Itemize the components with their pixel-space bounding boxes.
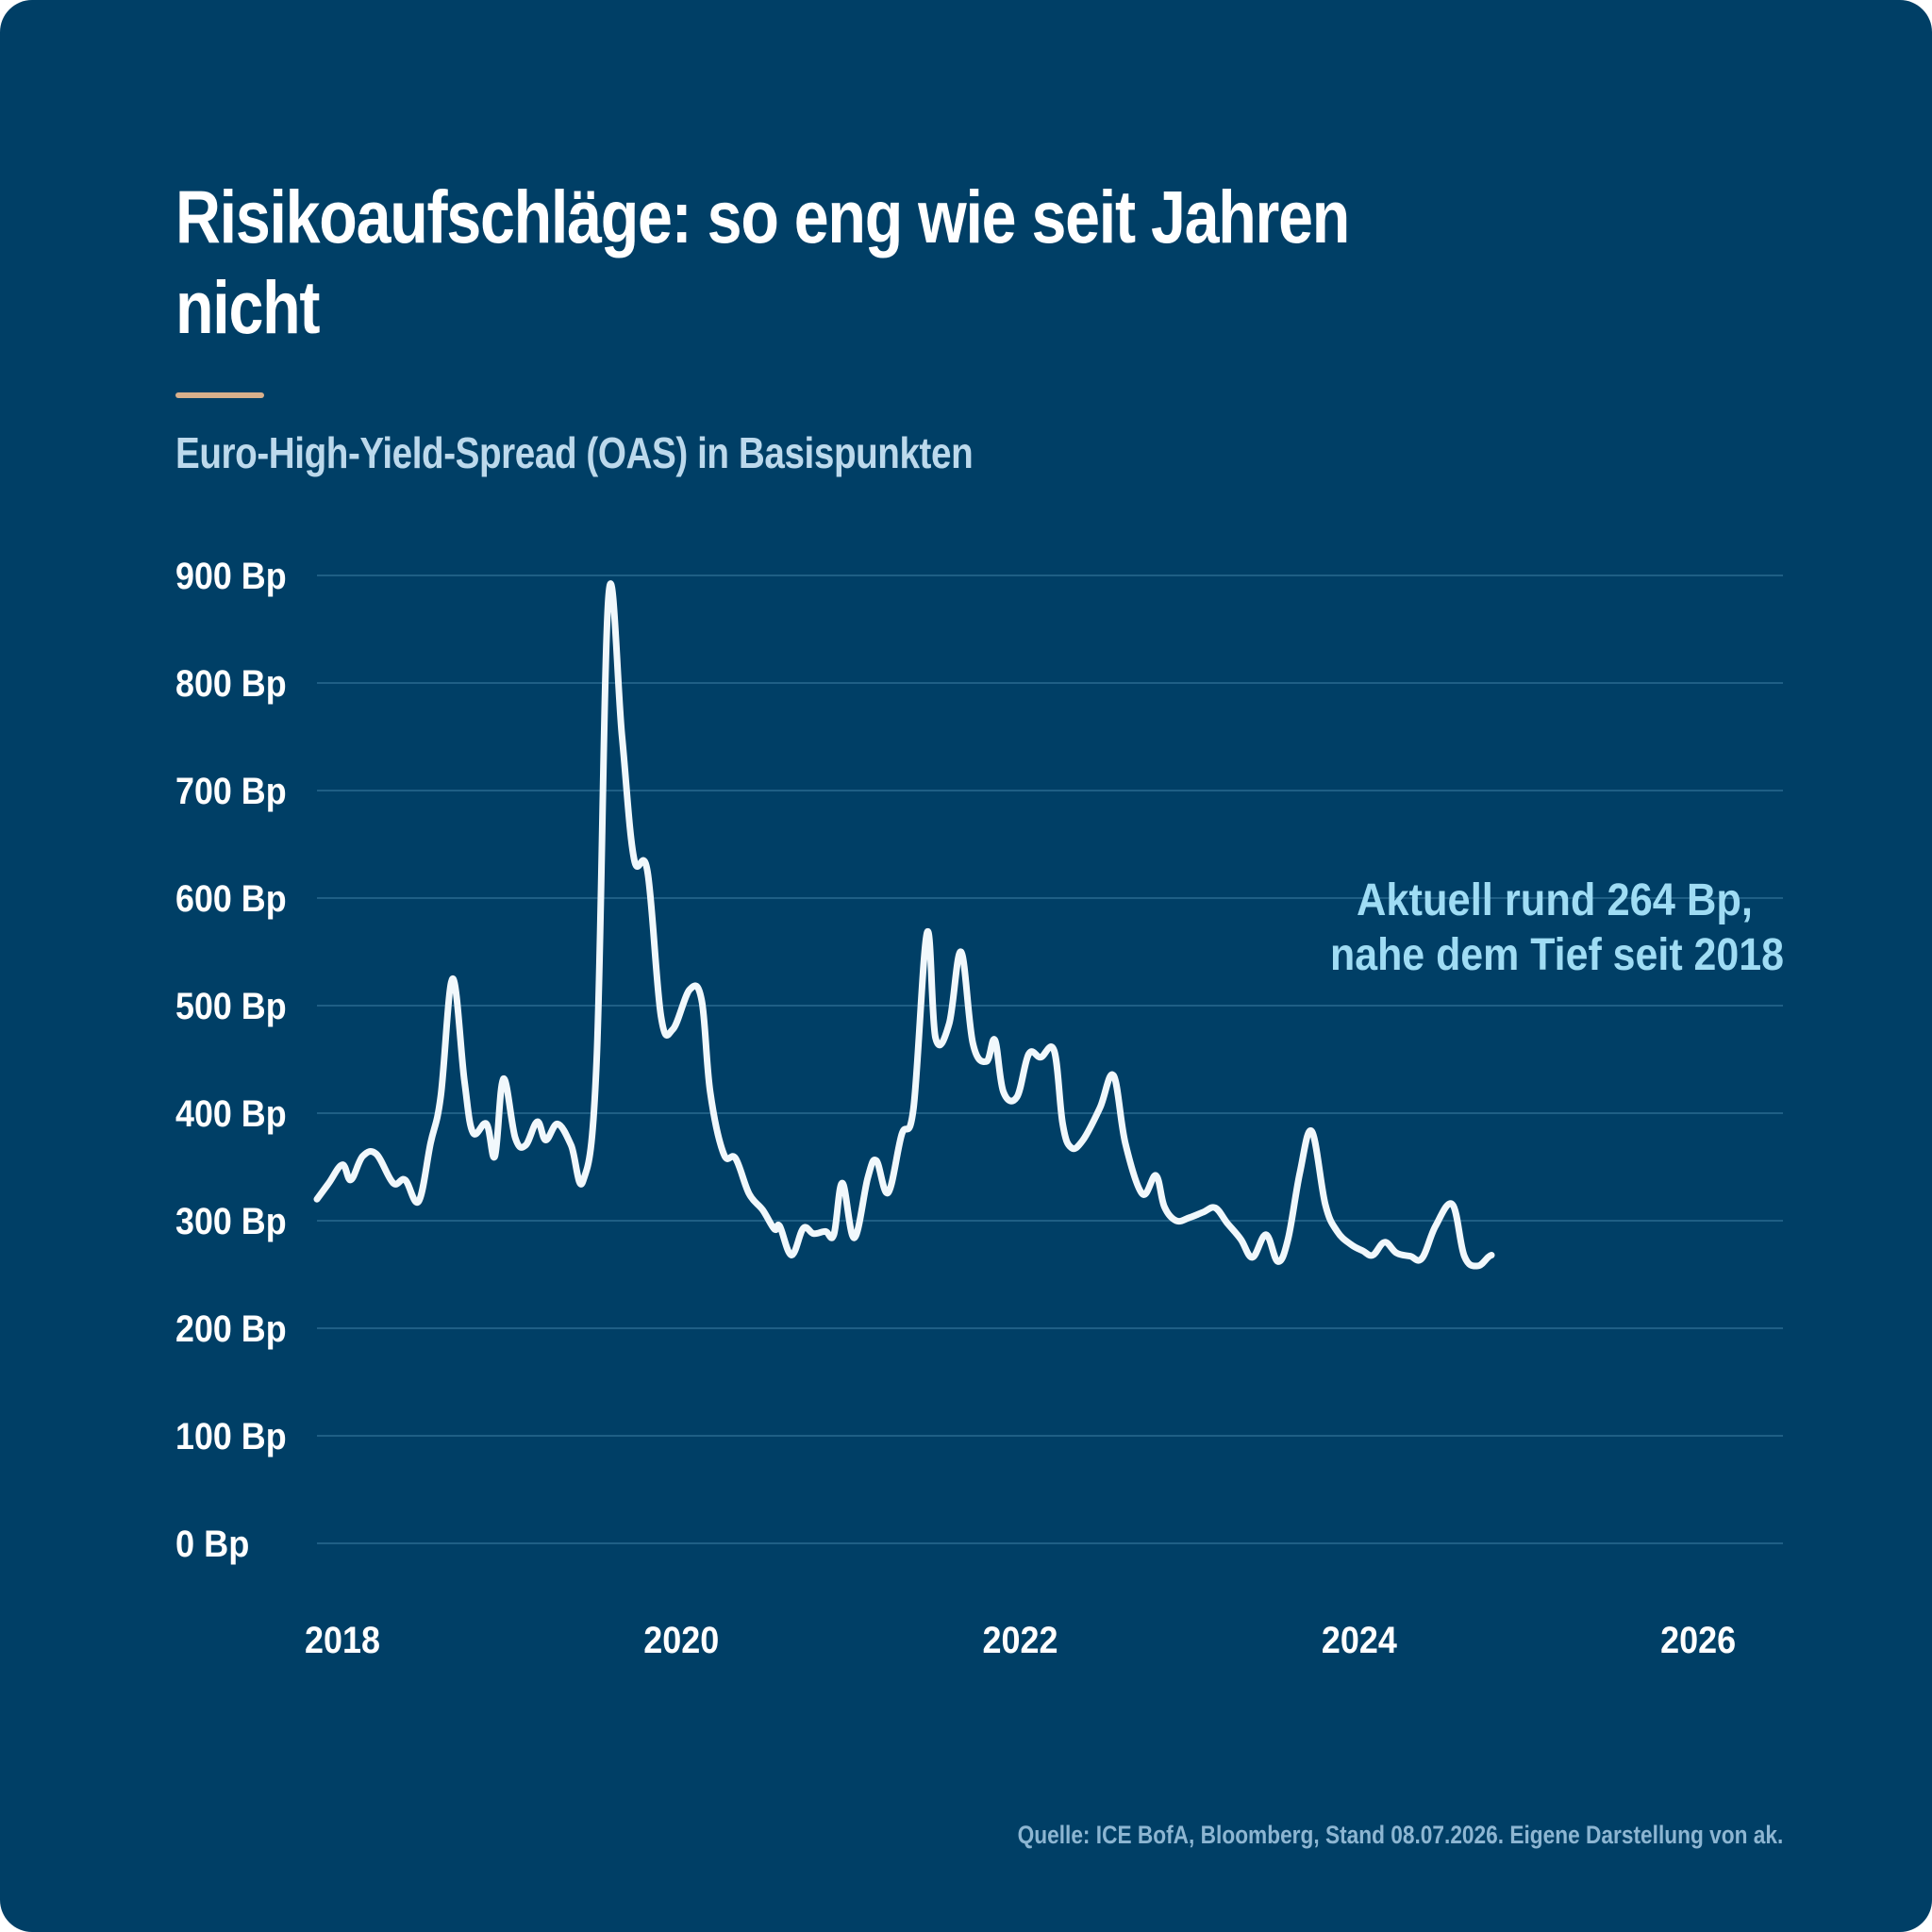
y-tick-label: 800 Bp bbox=[175, 663, 287, 705]
x-tick-label: 2020 bbox=[643, 1620, 719, 1661]
page-title: Risikoaufschläge: so eng wie seit Jahren… bbox=[175, 175, 1350, 349]
y-axis-ticks: 0 Bp 100 Bp 200 Bp 300 Bp 400 Bp 500 Bp 600 Bp… bbox=[175, 556, 287, 1565]
x-axis-ticks: 2018 2020 2022 2024 2026 bbox=[305, 1620, 1736, 1661]
source-note: Quelle: ICE BofA, Bloomberg, Stand 08.07… bbox=[1017, 1821, 1783, 1849]
y-tick-label: 0 Bp bbox=[175, 1524, 249, 1565]
grid-lines bbox=[317, 575, 1783, 1544]
chart-subtitle: Euro-High-Yield-Spread (OAS) in Basispun… bbox=[175, 428, 974, 477]
x-tick-label: 2026 bbox=[1660, 1620, 1736, 1661]
annotation-line-2: nahe dem Tief seit 2018 bbox=[1330, 930, 1784, 980]
y-tick-label: 900 Bp bbox=[175, 556, 287, 597]
y-tick-label: 100 Bp bbox=[175, 1416, 287, 1457]
y-tick-label: 300 Bp bbox=[175, 1201, 287, 1242]
y-tick-label: 400 Bp bbox=[175, 1093, 287, 1135]
annotation-line-1: Aktuell rund 264 Bp, bbox=[1357, 875, 1753, 925]
x-tick-label: 2024 bbox=[1322, 1620, 1398, 1661]
x-tick-label: 2022 bbox=[983, 1620, 1058, 1661]
x-tick-label: 2018 bbox=[305, 1620, 380, 1661]
y-tick-label: 200 Bp bbox=[175, 1308, 287, 1350]
series-line bbox=[313, 580, 1495, 1270]
accent-divider bbox=[175, 392, 264, 398]
y-tick-label: 500 Bp bbox=[175, 986, 287, 1027]
y-tick-label: 600 Bp bbox=[175, 878, 287, 920]
y-tick-label: 700 Bp bbox=[175, 771, 287, 812]
